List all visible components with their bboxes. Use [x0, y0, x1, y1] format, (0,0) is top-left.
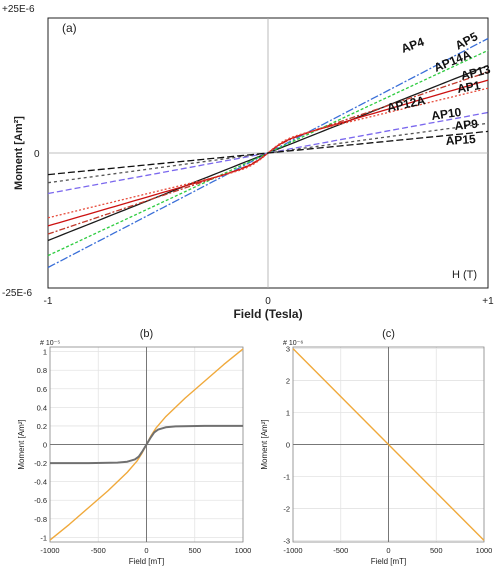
y-tick-label: 0: [43, 441, 47, 450]
x-tick-label: 500: [188, 546, 201, 555]
x-tick-label: 0: [265, 296, 271, 307]
exponent-label: # 10⁻⁶: [283, 340, 303, 347]
y-tick-label: -0.4: [34, 478, 47, 487]
x-axis-label: Field [mT]: [371, 557, 407, 566]
y-tick-label: 1: [286, 409, 290, 418]
x-axis-label: Field (Tesla): [233, 307, 302, 321]
series-line-2: [50, 424, 243, 465]
y-tick-label: -2: [283, 504, 290, 513]
x-tick-label: -500: [333, 546, 348, 555]
y-tick-label: -25E-6: [2, 288, 32, 299]
x-tick-label: -1: [44, 296, 53, 307]
y-axis-label: Moment [Am²]: [260, 419, 269, 469]
y-tick-label: 0.2: [37, 422, 47, 431]
y-axis-label: Moment [Am²]: [13, 116, 25, 190]
y-tick-label: 3: [286, 345, 290, 354]
y-tick-label: -0.2: [34, 459, 47, 468]
x-tick-label: -500: [91, 546, 106, 555]
series-label-ap12a: AP12A: [386, 93, 427, 115]
series-line-ap15: [47, 130, 489, 176]
y-tick-label: 1: [43, 348, 47, 357]
series-line-1: [292, 348, 485, 541]
series-label-ap9: AP9: [454, 117, 479, 133]
x-tick-label: -1000: [283, 546, 302, 555]
y-tick-label: 0: [34, 149, 40, 160]
y-tick-label: +25E-6: [2, 4, 35, 15]
y-tick-label: 0: [286, 441, 290, 450]
series-label-ap4: AP4: [399, 35, 426, 56]
x-tick-label: 1000: [476, 546, 493, 555]
annotation-h-t: H (T): [452, 269, 477, 281]
x-tick-label: 0: [144, 546, 148, 555]
x-axis-label: Field [mT]: [129, 557, 165, 566]
x-tick-label: 1000: [235, 546, 252, 555]
series-label-ap15: AP15: [445, 132, 476, 148]
x-tick-label: 0: [386, 546, 390, 555]
x-tick-label: -1000: [40, 546, 59, 555]
y-axis-label: Moment [Am²]: [17, 419, 26, 469]
y-tick-label: 0.6: [37, 385, 47, 394]
series-line-ap13: [47, 71, 489, 235]
panel-b: -1000 -500 0 500 1000 1 0.8 0.6 0.4 0.2 0 -0.2 -0.4 -…: [17, 328, 251, 566]
panel-label: (a): [62, 21, 77, 35]
y-tick-label: 2: [286, 377, 290, 386]
y-tick-label: -0.6: [34, 496, 47, 505]
y-tick-label: -1: [283, 472, 290, 481]
panel-c: -1000 -500 0 500 1000 3 2 1 0 -1 -2 -3 Field [mT] Mom…: [260, 328, 492, 566]
y-tick-label: -1: [40, 533, 47, 542]
series-line-ap10: [47, 111, 489, 195]
exponent-label: # 10⁻⁵: [40, 340, 60, 347]
x-tick-label: +1: [482, 296, 494, 307]
y-tick-label: -0.8: [34, 515, 47, 524]
panel-label: (c): [382, 328, 395, 340]
y-tick-label: 0.4: [37, 403, 47, 412]
series-label-ap10: AP10: [430, 105, 462, 123]
panel-label: (b): [140, 328, 153, 340]
y-tick-label: -3: [283, 536, 290, 545]
series-label-ap1: AP1: [456, 78, 482, 96]
x-tick-label: 500: [430, 546, 443, 555]
y-tick-label: 0.8: [37, 366, 47, 375]
